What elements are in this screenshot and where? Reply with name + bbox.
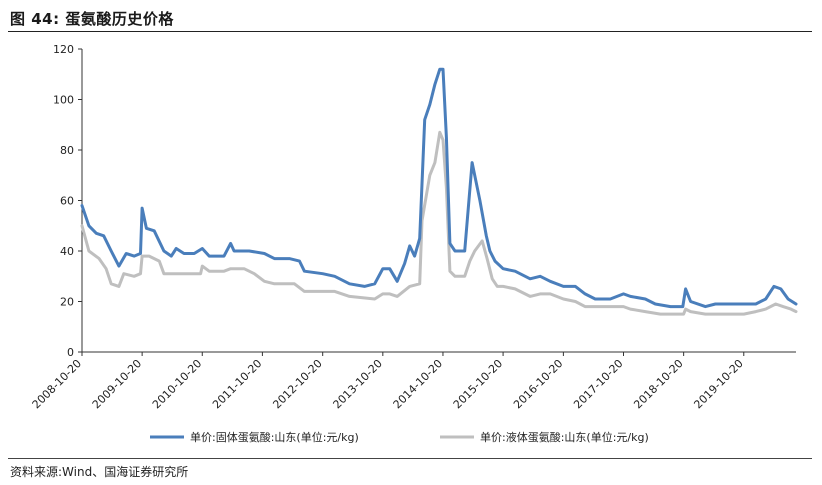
x-tick-label: 2012-10-20 — [270, 357, 324, 411]
y-axis: 0 20 40 60 80 100 120 — [53, 43, 83, 359]
series-line-liquid — [80, 130, 798, 316]
legend: 单价:固体蛋氨酸:山东(单位:元/kg) 单价:液体蛋氨酸:山东(单位:元/kg) — [150, 430, 649, 444]
top-rule — [8, 31, 812, 32]
series-group — [80, 67, 798, 316]
x-tick-label: 2014-10-20 — [391, 357, 445, 411]
y-tick-label: 120 — [53, 43, 74, 56]
x-tick-label: 2018-10-20 — [631, 357, 685, 411]
x-tick-label: 2011-10-20 — [210, 357, 264, 411]
y-tick-label: 0 — [67, 346, 74, 359]
x-axis: 2008-10-20 2009-10-20 2010-10-20 2011-10-20… — [30, 351, 796, 411]
legend-label: 单价:液体蛋氨酸:山东(单位:元/kg) — [480, 430, 649, 444]
x-tick-label: 2009-10-20 — [90, 357, 144, 411]
x-tick-label: 2019-10-20 — [691, 357, 745, 411]
x-tick-label: 2013-10-20 — [331, 357, 385, 411]
x-tick-label: 2016-10-20 — [511, 357, 565, 411]
y-tick-label: 40 — [60, 245, 74, 258]
legend-label: 单价:固体蛋氨酸:山东(单位:元/kg) — [190, 430, 359, 444]
figure-source: 资料来源:Wind、国海证券研究所 — [10, 465, 189, 479]
y-tick-label: 80 — [60, 144, 74, 157]
x-tick-label: 2010-10-20 — [150, 357, 204, 411]
x-tick-label: 2008-10-20 — [30, 357, 84, 411]
y-tick-label: 100 — [53, 94, 74, 107]
bottom-rule — [8, 458, 812, 459]
x-tick-label: 2015-10-20 — [451, 357, 505, 411]
figure-header: 图 44: 蛋氨酸历史价格 — [10, 6, 810, 30]
series-line-solid — [80, 67, 798, 309]
y-tick-label: 20 — [60, 296, 74, 309]
y-tick-label: 60 — [60, 195, 74, 208]
x-tick-label: 2017-10-20 — [571, 357, 625, 411]
figure-title: 图 44: 蛋氨酸历史价格 — [10, 10, 174, 28]
